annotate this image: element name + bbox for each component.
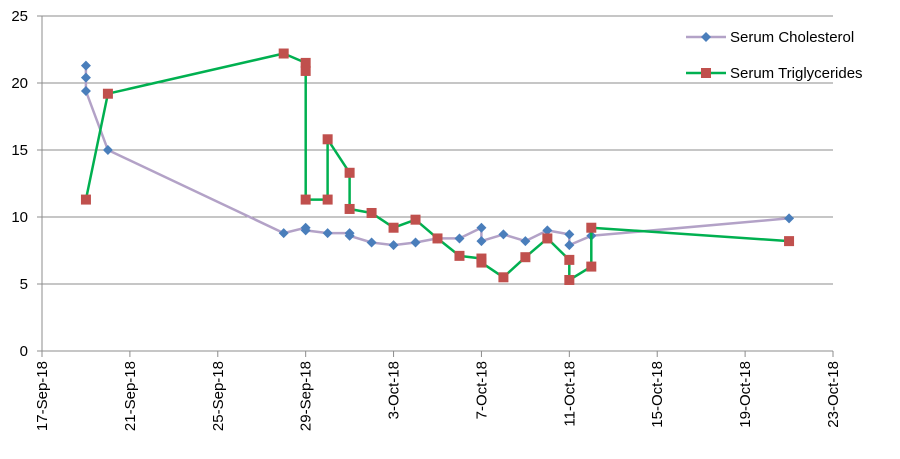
data-point (388, 222, 399, 233)
legend-label: Serum Triglycerides (730, 65, 863, 82)
legend: Serum Cholesterol Serum Triglycerides (686, 29, 863, 82)
data-point (322, 228, 333, 239)
y-tick-label: 15 (11, 142, 28, 159)
y-tick-label: 10 (11, 209, 28, 226)
data-point (498, 229, 509, 240)
data-point (80, 60, 91, 71)
data-point (542, 233, 553, 244)
x-tick-label: 29-Sep-18 (298, 361, 315, 431)
data-point (454, 250, 465, 261)
data-point (366, 207, 377, 218)
data-point (520, 236, 531, 247)
data-point (586, 261, 597, 272)
data-point (322, 194, 333, 205)
data-point (300, 57, 311, 68)
data-point (300, 225, 311, 236)
data-point (344, 230, 355, 241)
data-point (432, 233, 443, 244)
data-point (80, 86, 91, 97)
x-tick-label: 19-Oct-18 (737, 361, 754, 428)
legend-label: Serum Cholesterol (730, 29, 854, 46)
y-tick-label: 25 (11, 8, 28, 25)
data-point (344, 203, 355, 214)
series-line-cholesterol (84, 65, 790, 247)
data-point (80, 72, 91, 83)
legend-marker (701, 32, 711, 42)
x-tick-label: 23-Oct-18 (825, 361, 842, 428)
data-point (388, 240, 399, 251)
data-point (102, 88, 113, 99)
x-tick-label: 3-Oct-18 (386, 361, 403, 419)
data-point (564, 229, 575, 240)
data-point (344, 167, 355, 178)
y-tick-label: 20 (11, 75, 28, 92)
x-tick-label: 15-Oct-18 (649, 361, 666, 428)
data-point (498, 272, 509, 283)
data-point (520, 252, 531, 263)
data-point (784, 236, 795, 247)
data-point (564, 240, 575, 251)
data-point (454, 233, 465, 244)
data-point (278, 48, 289, 59)
series-line-triglycerides (84, 52, 790, 282)
y-tick-label: 0 (20, 343, 28, 360)
data-point (784, 213, 795, 224)
y-tick-label: 5 (20, 276, 28, 293)
data-point (564, 274, 575, 285)
gridlines (42, 15, 833, 285)
axes: 0 5 10 15 20 25 17-Sep-18 21-Sep-18 25-Sep-18 29-… (11, 8, 842, 431)
data-point (476, 257, 487, 268)
data-point (564, 254, 575, 265)
data-point (410, 214, 421, 225)
data-point (300, 65, 311, 76)
x-tick-label: 11-Oct-18 (561, 361, 578, 427)
series (80, 48, 795, 285)
data-point (586, 222, 597, 233)
data-point (476, 222, 487, 233)
data-point (476, 236, 487, 247)
x-tick-label: 7-Oct-18 (473, 361, 490, 419)
data-point (366, 237, 377, 248)
legend-marker (701, 68, 711, 78)
x-tick-label: 21-Sep-18 (122, 361, 139, 431)
x-tick-label: 17-Sep-18 (34, 361, 51, 431)
data-point (278, 228, 289, 239)
data-point (102, 145, 113, 155)
data-point (410, 237, 421, 248)
data-point (300, 194, 311, 205)
data-point (322, 134, 333, 145)
data-point (80, 194, 91, 205)
data-point (542, 225, 553, 236)
x-tick-label: 25-Sep-18 (210, 361, 227, 431)
